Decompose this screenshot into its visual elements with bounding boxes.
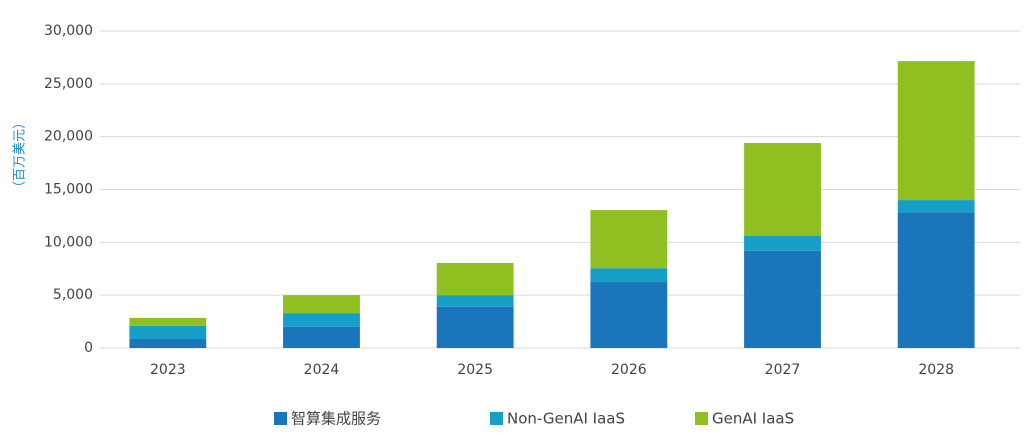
bar-segment [129,339,207,348]
bar-segment [283,295,360,314]
x-tick-label: 2028 [918,362,954,378]
bar-segment [590,268,668,282]
legend-label: GenAI IaaS [712,410,794,428]
bar-segment [744,235,821,251]
legend-swatch [490,412,503,425]
bar-segment [590,210,668,269]
bar-segment [897,61,975,201]
bar-segment [283,313,360,327]
y-tick-label: 15,000 [44,182,93,198]
x-tick-label: 2023 [150,362,186,378]
y-tick-label: 5,000 [53,287,93,303]
bar-segment [436,262,514,296]
bar-segment [283,326,360,348]
y-tick-label: 20,000 [44,129,93,145]
legend-swatch [695,412,708,425]
bar-segment [897,200,975,213]
bar-segment [744,143,821,236]
legend-swatch [274,412,287,425]
y-tick-label: 10,000 [44,234,93,250]
y-axis-label: （百万美元） [13,116,28,194]
legend-label: Non-GenAI IaaS [507,410,625,428]
bar-segment [129,317,207,326]
y-tick-label: 0 [84,340,93,356]
bar-segment [897,212,975,348]
x-tick-label: 2024 [304,362,340,378]
y-tick-label: 25,000 [44,76,93,92]
legend-label: 智算集成服务 [291,410,381,428]
bar-segment [744,250,821,348]
x-tick-label: 2027 [765,362,801,378]
bar-segment [590,281,668,348]
bar-segment [129,325,207,340]
y-tick-label: 30,000 [44,23,93,39]
x-tick-label: 2025 [457,362,493,378]
bar-segment [436,295,514,307]
bar-segment [436,306,514,348]
x-tick-label: 2026 [611,362,647,378]
